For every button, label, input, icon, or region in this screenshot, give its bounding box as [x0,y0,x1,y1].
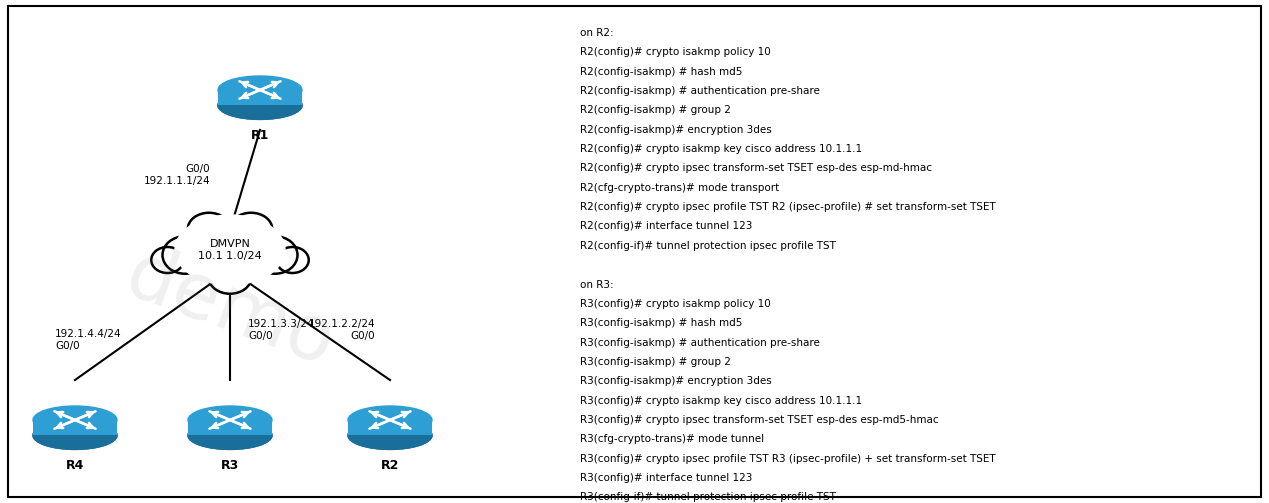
Bar [218,90,302,106]
Text: DMVPN
10.1 1.0/24: DMVPN 10.1 1.0/24 [198,239,261,261]
Bar [33,420,117,436]
Ellipse shape [230,213,273,245]
Text: R3(config-isakmp)# encryption 3des: R3(config-isakmp)# encryption 3des [580,376,772,386]
Text: R2(cfg-crypto-trans)# mode transport: R2(cfg-crypto-trans)# mode transport [580,183,779,193]
Text: R2(config-isakmp) # hash md5: R2(config-isakmp) # hash md5 [580,67,742,76]
Ellipse shape [33,406,117,434]
Ellipse shape [277,247,308,273]
Text: R3(config-isakmp) # hash md5: R3(config-isakmp) # hash md5 [580,318,742,328]
Ellipse shape [195,225,265,275]
Text: R3(config)# crypto isakmp policy 10: R3(config)# crypto isakmp policy 10 [580,299,770,309]
Bar [348,420,431,436]
Ellipse shape [218,76,302,104]
Text: on R3:: on R3: [580,280,614,290]
Ellipse shape [175,215,286,285]
Text: G0/0
192.1.1.1/24: G0/0 192.1.1.1/24 [143,164,209,186]
Text: R3(cfg-crypto-trans)# mode tunnel: R3(cfg-crypto-trans)# mode tunnel [580,434,764,444]
Text: R3(config)# interface tunnel 123: R3(config)# interface tunnel 123 [580,473,753,483]
Bar [218,90,302,106]
Text: R3(config)# crypto ipsec transform-set TSET esp-des esp-md5-hmac: R3(config)# crypto ipsec transform-set T… [580,415,939,425]
Text: R3(config)# crypto ipsec profile TST R3 (ipsec-profile) + set transform-set TSET: R3(config)# crypto ipsec profile TST R3 … [580,454,996,464]
Text: R2(config)# crypto ipsec profile TST R2 (ipsec-profile) # set transform-set TSET: R2(config)# crypto ipsec profile TST R2 … [580,202,996,212]
Ellipse shape [188,406,272,434]
Text: on R2:: on R2: [580,28,614,38]
Text: R3(config-if)# tunnel protection ipsec profile TST: R3(config-if)# tunnel protection ipsec p… [580,492,836,502]
Text: R2(config-isakmp) # group 2: R2(config-isakmp) # group 2 [580,106,731,115]
Ellipse shape [151,247,184,273]
Text: R2(config)# crypto ipsec transform-set TSET esp-des esp-md-hmac: R2(config)# crypto ipsec transform-set T… [580,163,931,174]
Bar [348,420,431,436]
Text: R4: R4 [66,459,84,472]
Ellipse shape [33,422,117,449]
Text: R3: R3 [221,459,239,472]
Text: 192.1.4.4/24
G0/0: 192.1.4.4/24 G0/0 [55,329,122,351]
Ellipse shape [218,92,302,119]
Text: R1: R1 [251,129,269,142]
Text: R2(config)# interface tunnel 123: R2(config)# interface tunnel 123 [580,221,753,231]
Ellipse shape [218,92,302,119]
Text: R2(config-isakmp) # authentication pre-share: R2(config-isakmp) # authentication pre-s… [580,86,820,96]
Bar [188,420,272,436]
Text: R2(config-isakmp)# encryption 3des: R2(config-isakmp)# encryption 3des [580,125,772,135]
Ellipse shape [348,422,431,449]
Ellipse shape [253,236,297,274]
Text: R3(config-isakmp) # authentication pre-share: R3(config-isakmp) # authentication pre-s… [580,338,820,348]
Ellipse shape [33,422,117,449]
Text: 192.1.2.2/24
G0/0: 192.1.2.2/24 G0/0 [308,319,376,341]
Text: demo: demo [115,238,344,382]
Text: R2: R2 [381,459,400,472]
Text: R3(config)# crypto isakmp key cisco address 10.1.1.1: R3(config)# crypto isakmp key cisco addr… [580,395,862,405]
Ellipse shape [208,261,251,294]
Text: R2(config)# crypto isakmp policy 10: R2(config)# crypto isakmp policy 10 [580,47,770,57]
Text: 192.1.3.3/24
G0/0: 192.1.3.3/24 G0/0 [247,319,315,341]
Bar [188,420,272,436]
Ellipse shape [188,422,272,449]
Text: R3(config-isakmp) # group 2: R3(config-isakmp) # group 2 [580,357,731,367]
Ellipse shape [188,422,272,449]
Ellipse shape [348,406,431,434]
Text: R2(config-if)# tunnel protection ipsec profile TST: R2(config-if)# tunnel protection ipsec p… [580,241,836,251]
Text: R2(config)# crypto isakmp key cisco address 10.1.1.1: R2(config)# crypto isakmp key cisco addr… [580,144,862,154]
Ellipse shape [348,422,431,449]
Ellipse shape [162,236,208,274]
Ellipse shape [188,213,230,245]
Bar [33,420,117,436]
